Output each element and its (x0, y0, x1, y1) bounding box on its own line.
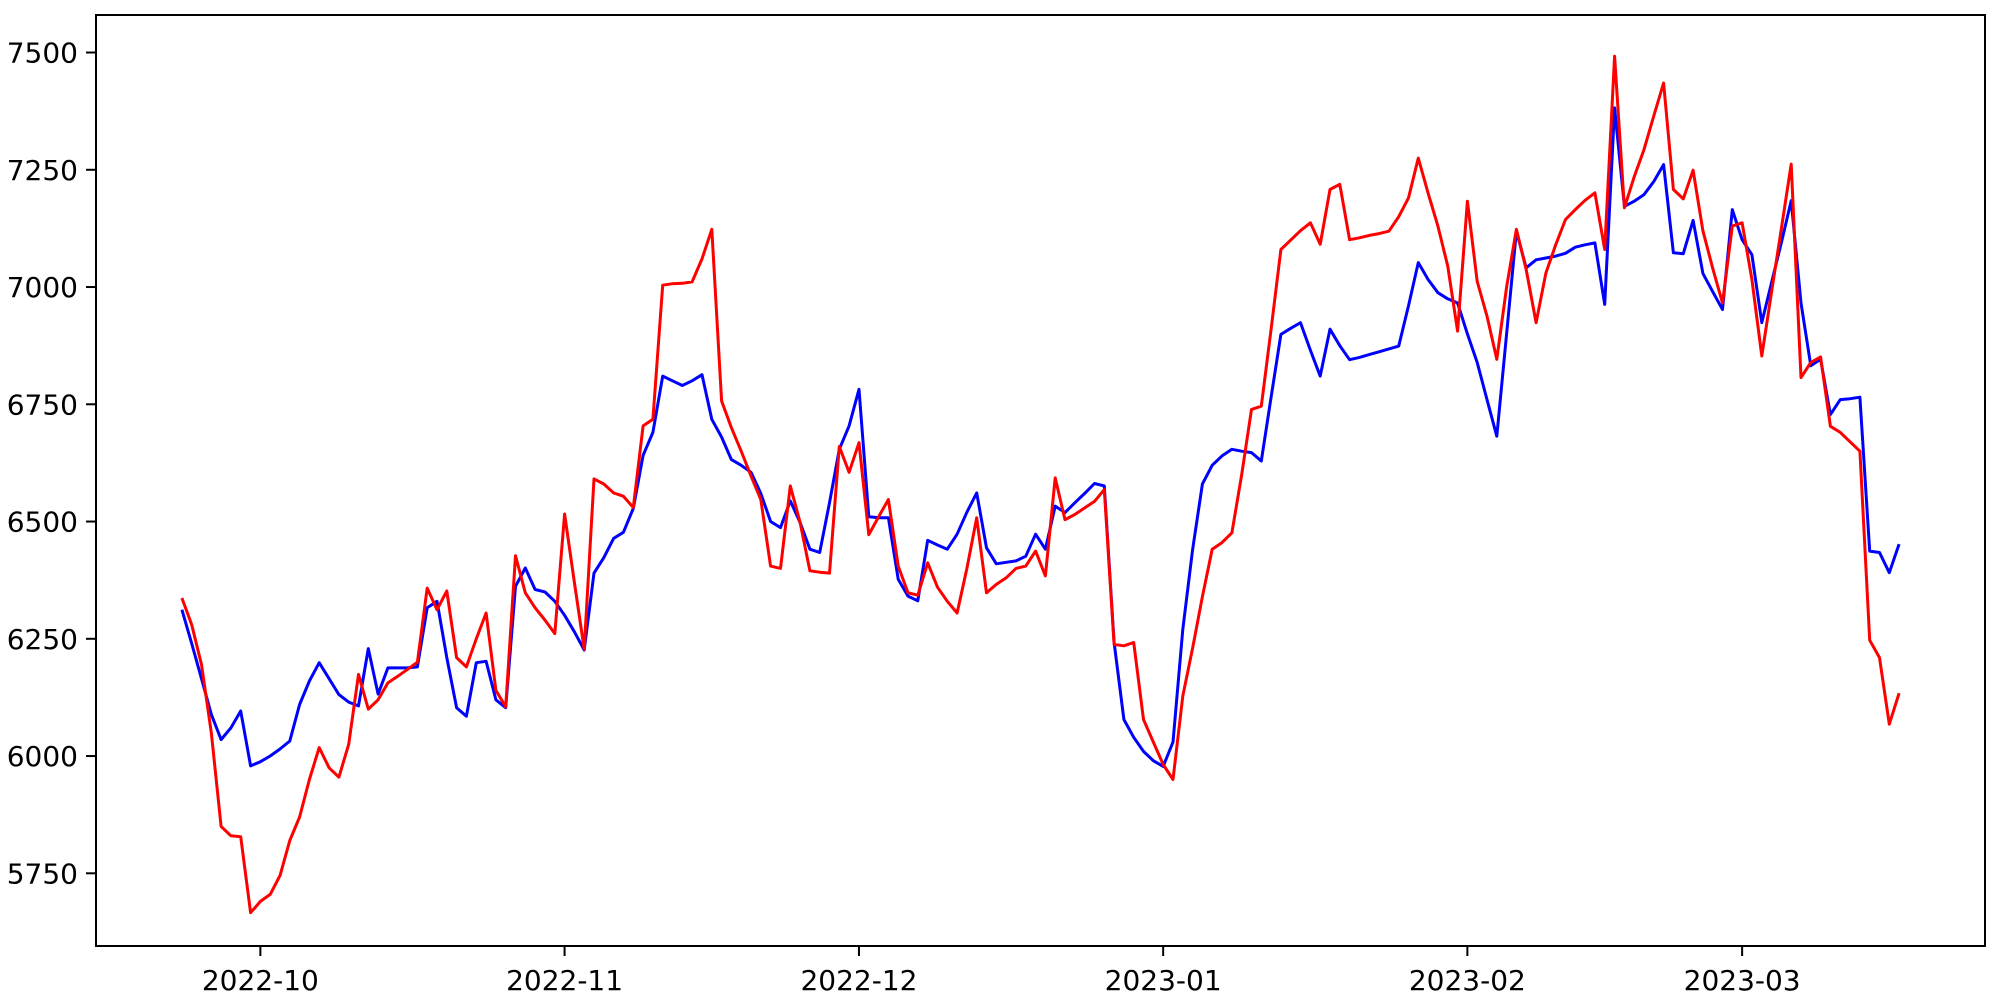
y-tick-label: 7000 (7, 271, 78, 304)
y-tick-label: 7250 (7, 154, 78, 187)
x-axis-ticks: 2022-10 2022-11 2022-12 2023-01 2023-02 2023-… (202, 946, 1801, 997)
red-series-line (180, 54, 1901, 915)
plot-frame (95, 14, 1986, 947)
x-tick-label: 2023-02 (1409, 964, 1526, 997)
x-tick-label: 2023-01 (1105, 964, 1222, 997)
y-axis-ticks: 5750 6000 6250 6500 6750 7000 7250 7500 (7, 37, 96, 890)
plot-area (96, 15, 1985, 946)
y-tick-label: 7500 (7, 37, 78, 70)
x-tick-label: 2022-12 (800, 964, 917, 997)
x-tick-label: 2022-10 (202, 964, 319, 997)
y-tick-label: 5750 (7, 857, 78, 890)
y-tick-label: 6000 (7, 740, 78, 773)
y-tick-label: 6750 (7, 388, 78, 421)
x-tick-label: 2022-11 (506, 964, 623, 997)
blue-series-line (180, 106, 1901, 768)
series-group (180, 54, 1901, 915)
y-tick-label: 6500 (7, 506, 78, 539)
x-tick-label: 2023-03 (1684, 964, 1801, 997)
y-tick-label: 6250 (7, 623, 78, 656)
